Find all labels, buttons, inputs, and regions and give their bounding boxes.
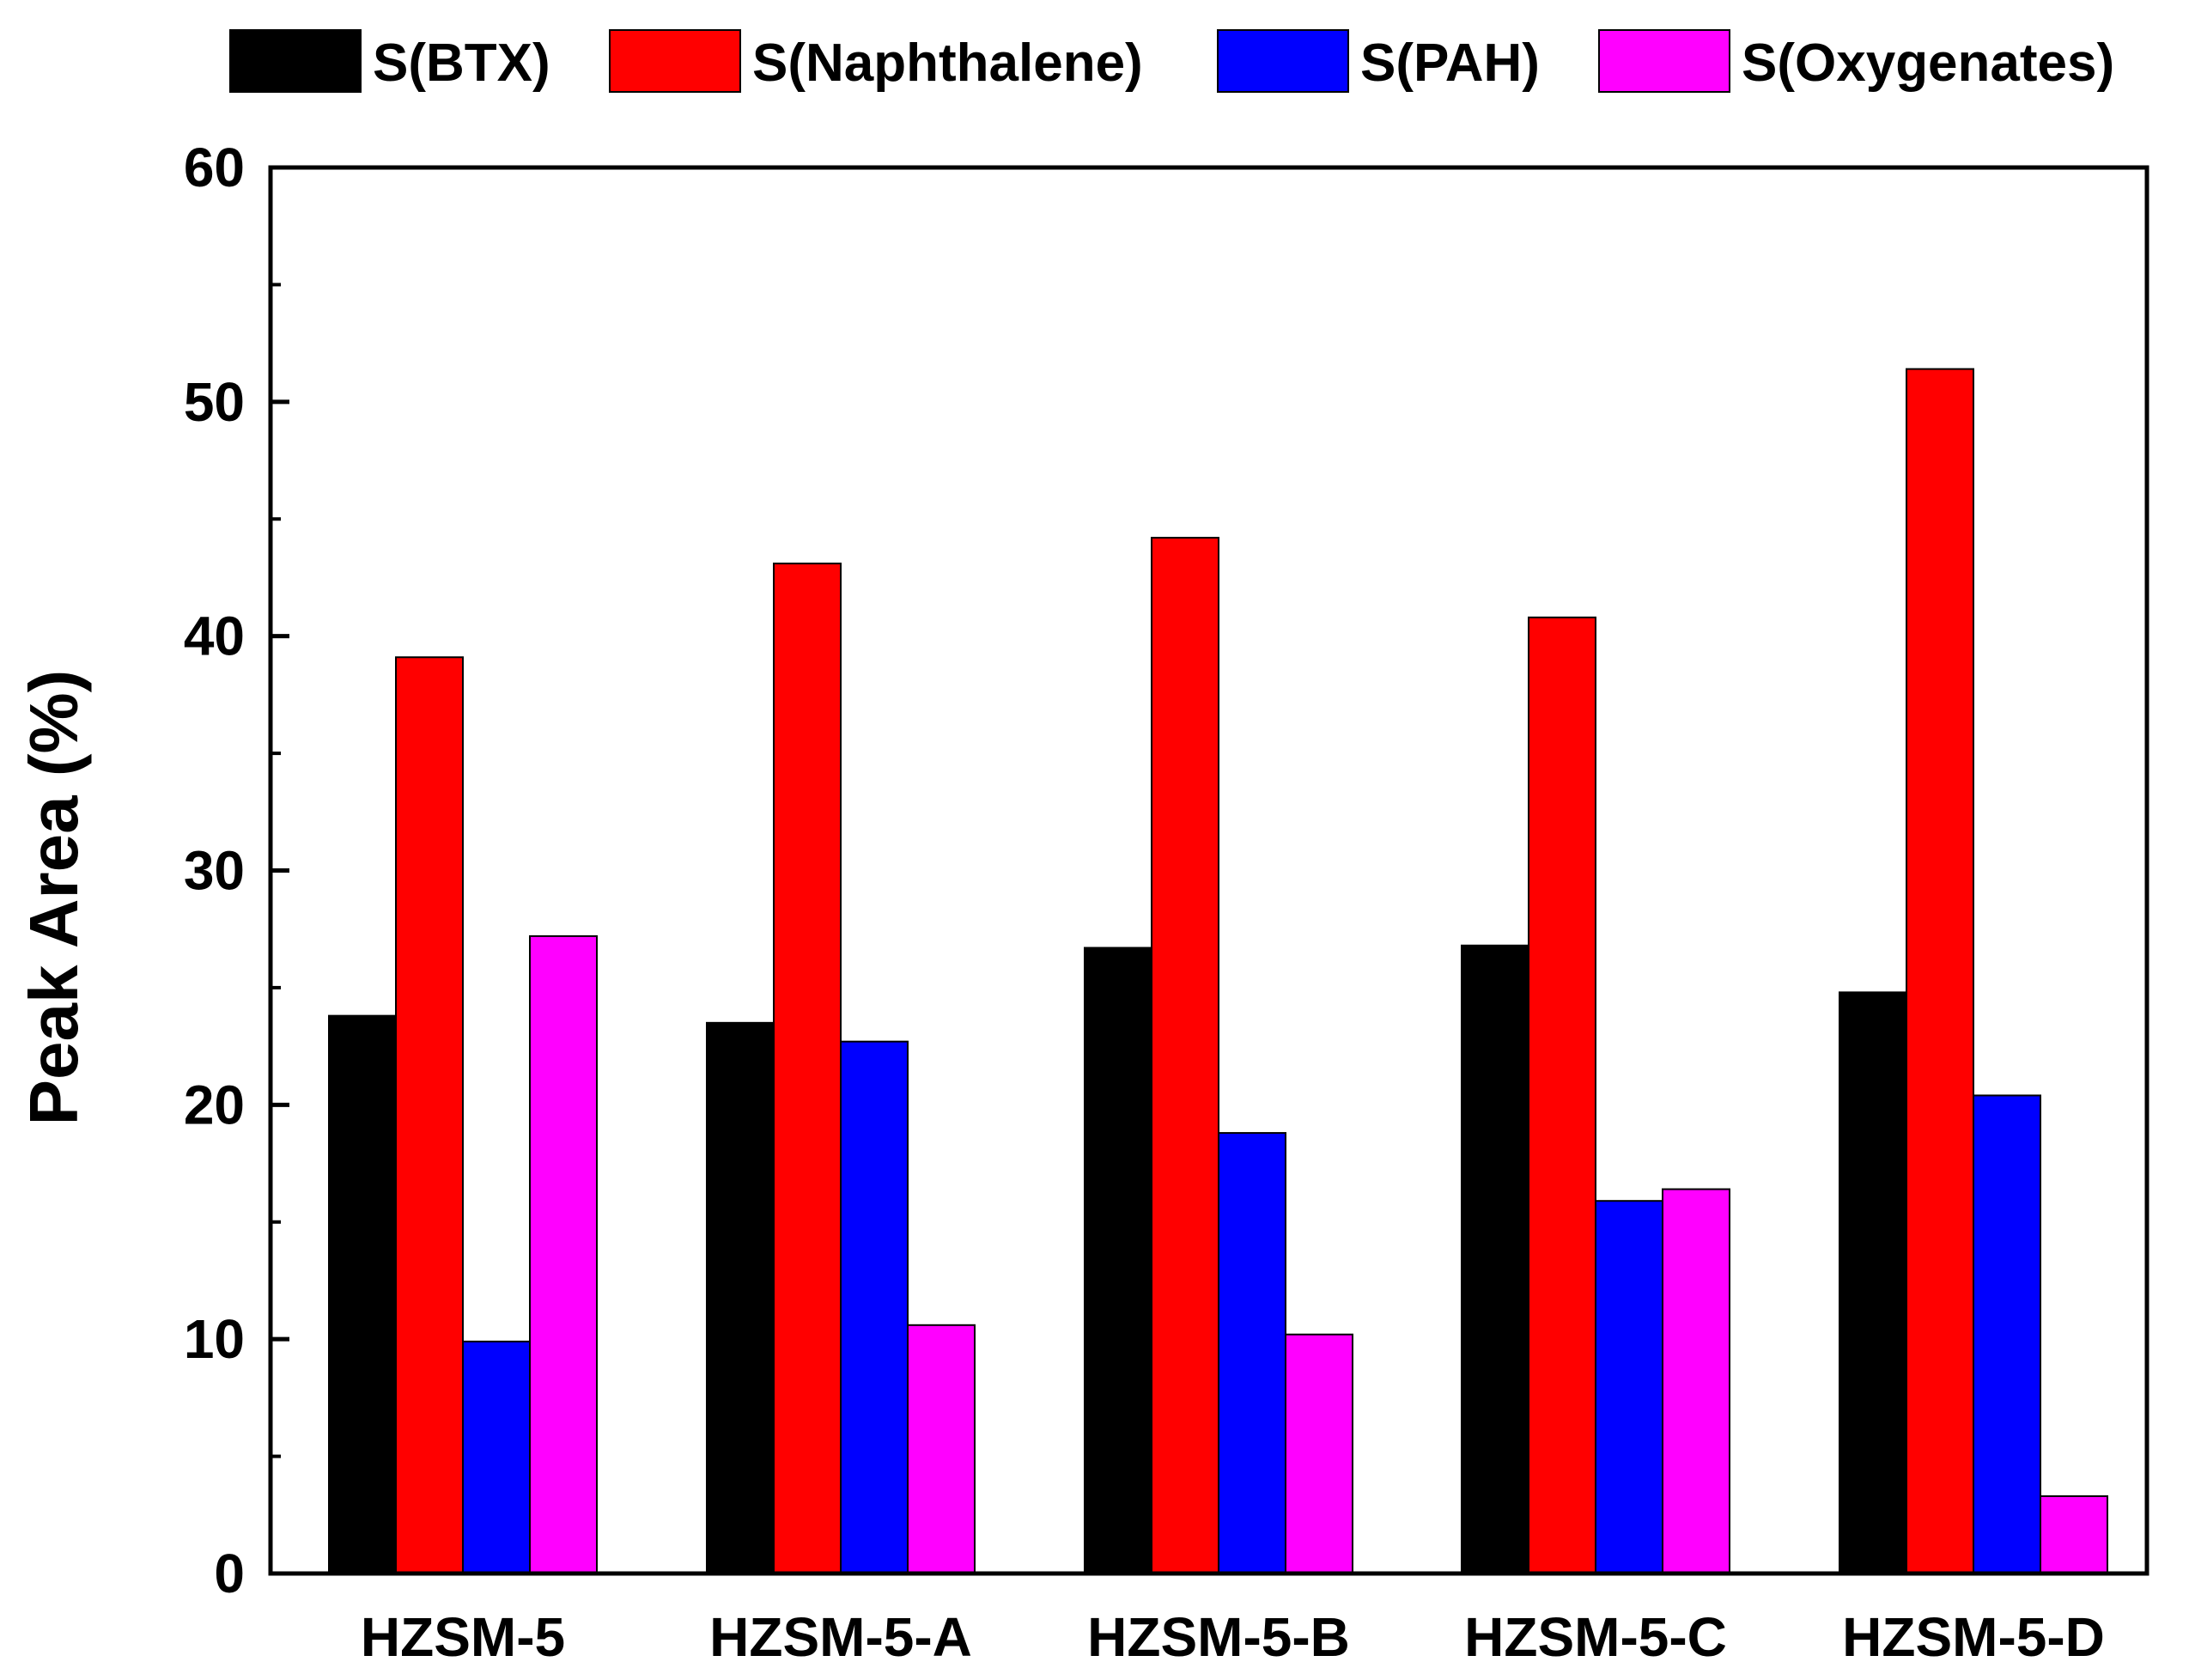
legend-swatch bbox=[229, 29, 362, 93]
legend-swatch bbox=[1598, 29, 1730, 93]
y-tick-label: 60 bbox=[184, 137, 245, 198]
bar-s-pah-hzsm-5-b bbox=[1218, 1132, 1286, 1575]
bar-s-naphthalene-hzsm-5-a bbox=[773, 563, 842, 1574]
axes: 0 10 20 30 40 50 60 HZSM-5 HZSM-5-A HZSM-5-B HZSM-… bbox=[184, 137, 2149, 1668]
legend-label: S(Naphthalene) bbox=[752, 33, 1143, 93]
bar-s-oxygenates-hzsm-5-b bbox=[1285, 1333, 1353, 1574]
y-tick-label: 30 bbox=[184, 840, 245, 902]
y-tick-label: 10 bbox=[184, 1308, 245, 1370]
x-category-label: HZSM-5-B bbox=[1087, 1606, 1350, 1668]
bar-s-oxygenates-hzsm-5-a bbox=[907, 1324, 976, 1574]
bars bbox=[328, 368, 2108, 1575]
bar-s-naphthalene-hzsm-5-c bbox=[1528, 616, 1596, 1575]
bar-s-btx-hzsm-5-c bbox=[1461, 944, 1529, 1574]
bar-s-oxygenates-hzsm-5 bbox=[529, 934, 598, 1574]
bar-s-oxygenates-hzsm-5-d bbox=[2040, 1494, 2108, 1574]
bar-s-pah-hzsm-5-d bbox=[1973, 1094, 2041, 1575]
bar-s-pah-hzsm-5-c bbox=[1595, 1200, 1663, 1574]
legend-label: S(BTX) bbox=[373, 33, 550, 93]
y-tick-label: 0 bbox=[214, 1543, 245, 1604]
legend-label: S(PAH) bbox=[1360, 33, 1540, 93]
legend-label: S(Oxygenates) bbox=[1742, 33, 2114, 93]
bar-s-btx-hzsm-5-d bbox=[1839, 991, 1907, 1574]
x-category-label: HZSM-5-D bbox=[1842, 1606, 2105, 1668]
bar-s-naphthalene-hzsm-5-d bbox=[1906, 368, 1974, 1574]
bar-s-pah-hzsm-5 bbox=[462, 1340, 531, 1575]
bar-s-naphthalene-hzsm-5 bbox=[395, 656, 464, 1574]
bar-s-naphthalene-hzsm-5-b bbox=[1151, 537, 1219, 1574]
legend: S(BTX) S(Naphthalene) S(PAH) S(Oxygenates) bbox=[229, 29, 2114, 93]
y-tick-label: 50 bbox=[184, 371, 245, 433]
legend-swatch bbox=[1217, 29, 1349, 93]
bar-s-btx-hzsm-5-a bbox=[706, 1021, 775, 1574]
bar-s-btx-hzsm-5 bbox=[328, 1014, 397, 1574]
bar-s-pah-hzsm-5-a bbox=[840, 1040, 909, 1574]
x-category-label: HZSM-5 bbox=[361, 1606, 565, 1668]
x-category-label: HZSM-5-C bbox=[1464, 1606, 1727, 1668]
y-axis-title: Peak Area (%) bbox=[15, 670, 92, 1126]
bar-s-oxygenates-hzsm-5-c bbox=[1662, 1188, 1730, 1574]
bar-s-btx-hzsm-5-b bbox=[1084, 947, 1152, 1575]
x-category-label: HZSM-5-A bbox=[709, 1606, 972, 1668]
y-tick-label: 20 bbox=[184, 1074, 245, 1135]
y-tick-label: 40 bbox=[184, 606, 245, 667]
legend-swatch bbox=[609, 29, 741, 93]
